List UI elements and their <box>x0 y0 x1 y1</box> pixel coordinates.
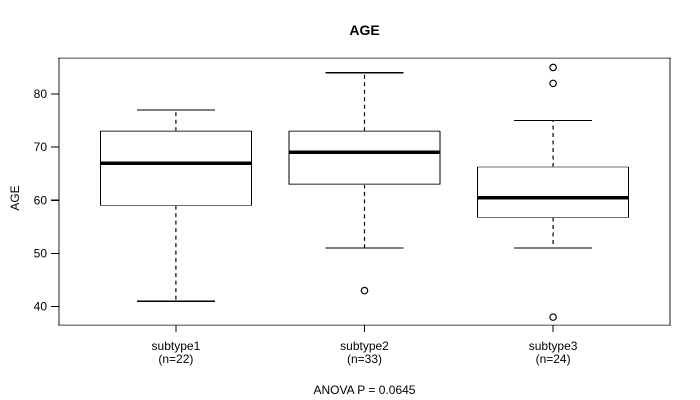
y-axis-tick-label: 60 <box>34 193 48 207</box>
y-axis-tick-label: 50 <box>34 246 48 260</box>
box-subtype1 <box>100 131 252 206</box>
box-subtype3 <box>477 167 629 218</box>
outlier-point-subtype3 <box>549 313 557 321</box>
x-axis-sublabel-subtype2: (n=33) <box>347 352 382 366</box>
x-axis-label-subtype1: subtype1 <box>152 339 201 353</box>
outlier-point-subtype2 <box>360 286 369 295</box>
y-axis-tick-label: 80 <box>34 87 48 101</box>
y-axis-title: AGE <box>8 185 22 211</box>
x-axis-label-subtype2: subtype2 <box>340 339 389 353</box>
outlier-point-subtype3 <box>549 79 557 88</box>
x-axis-sublabel-subtype1: (n=22) <box>158 352 193 366</box>
x-axis-sublabel-subtype3: (n=24) <box>536 352 571 366</box>
outlier-point-subtype3 <box>549 63 557 72</box>
chart-title: AGE <box>349 22 380 38</box>
x-axis-label-subtype3: subtype3 <box>529 339 578 353</box>
box-subtype2 <box>289 131 440 185</box>
y-axis-tick-label: 70 <box>34 140 48 154</box>
y-axis-tick-label: 40 <box>34 300 48 314</box>
anova-annotation: ANOVA P = 0.0645 <box>313 383 416 397</box>
